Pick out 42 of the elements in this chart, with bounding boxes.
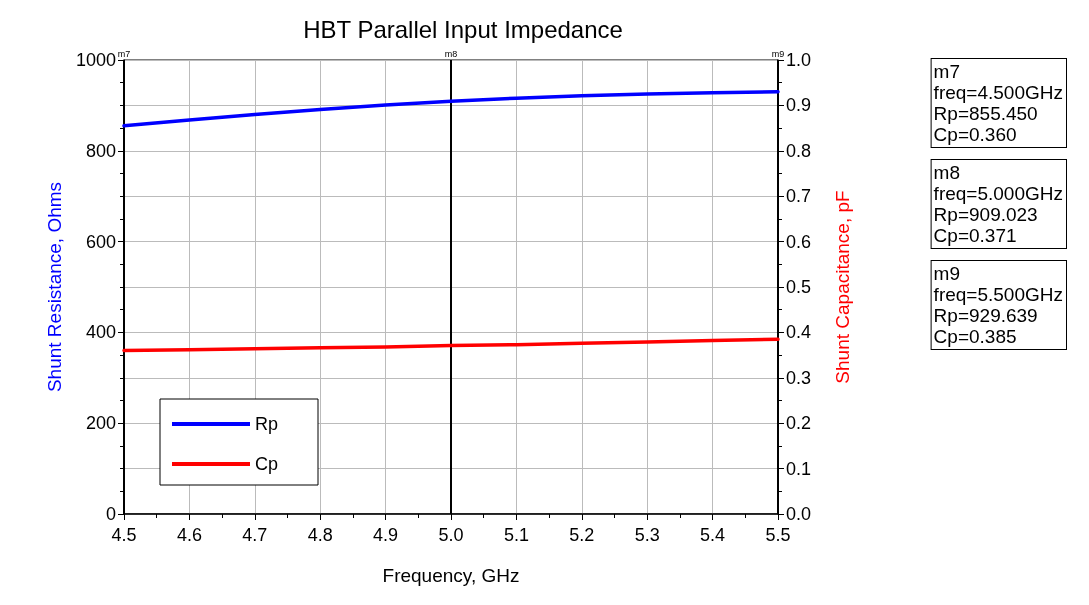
x-tick-label: 4.7 — [242, 525, 268, 545]
y-tick-label: 200 — [85, 413, 116, 434]
text: m9 freq=5.500GHz Rp=929.639 Cp=0.385 — [933, 263, 1064, 347]
y2-tick-label: 0.7 — [786, 186, 812, 207]
legend-label: Cp — [255, 454, 279, 474]
ref-line-label: m8 — [444, 48, 458, 59]
y-axis-title: Shunt Resistance, Ohms — [44, 181, 65, 393]
ref-line-label: m7 — [117, 48, 131, 59]
y-tick-label: 0 — [105, 504, 116, 524]
x-tick-label: 4.5 — [111, 525, 137, 545]
x-tick-label: 5.4 — [700, 525, 726, 545]
y2-tick-label: 0.5 — [786, 277, 812, 297]
chart-title: HBT Parallel Input Impedance — [303, 15, 623, 43]
y2-tick-label: 0.8 — [786, 140, 812, 161]
x-tick-label: 5.0 — [438, 525, 464, 545]
y2-tick-label: 0.9 — [786, 95, 812, 116]
y2-tick-label: 0.2 — [786, 413, 812, 434]
y-tick-label: 800 — [85, 140, 116, 161]
x-axis-title: Frequency, GHz — [382, 565, 520, 586]
y2-tick-label: 0.6 — [786, 231, 812, 252]
x-tick-label: 5.3 — [634, 525, 660, 545]
y-tick-label: 400 — [85, 322, 116, 343]
legend-label: Rp — [255, 414, 279, 434]
text: m7 freq=4.500GHz Rp=855.450 Cp=0.360 — [933, 61, 1064, 145]
y-tick-label: 1000 — [75, 50, 116, 70]
x-tick-label: 5.1 — [503, 525, 529, 545]
x-tick-label: 5.2 — [569, 525, 595, 545]
y2-axis-title: Shunt Capacitance, pF — [832, 190, 853, 384]
text: m8 freq=5.000GHz Rp=909.023 Cp=0.371 — [933, 162, 1064, 246]
line-series — [122, 337, 780, 353]
y2-tick-label: 0.3 — [786, 367, 812, 388]
x-tick-label: 4.6 — [176, 525, 202, 545]
x-tick-label: 4.9 — [373, 525, 399, 545]
y-tick-label: 600 — [85, 231, 116, 252]
y2-tick-label: 0.0 — [786, 504, 812, 524]
line-series — [122, 90, 780, 128]
x-tick-label: 5.5 — [765, 525, 791, 545]
y2-tick-label: 1.0 — [786, 50, 812, 70]
x-tick-label: 4.8 — [307, 525, 333, 545]
y2-tick-label: 0.4 — [786, 322, 812, 343]
ref-line-label: m9 — [771, 48, 785, 59]
y2-tick-label: 0.1 — [786, 458, 812, 479]
